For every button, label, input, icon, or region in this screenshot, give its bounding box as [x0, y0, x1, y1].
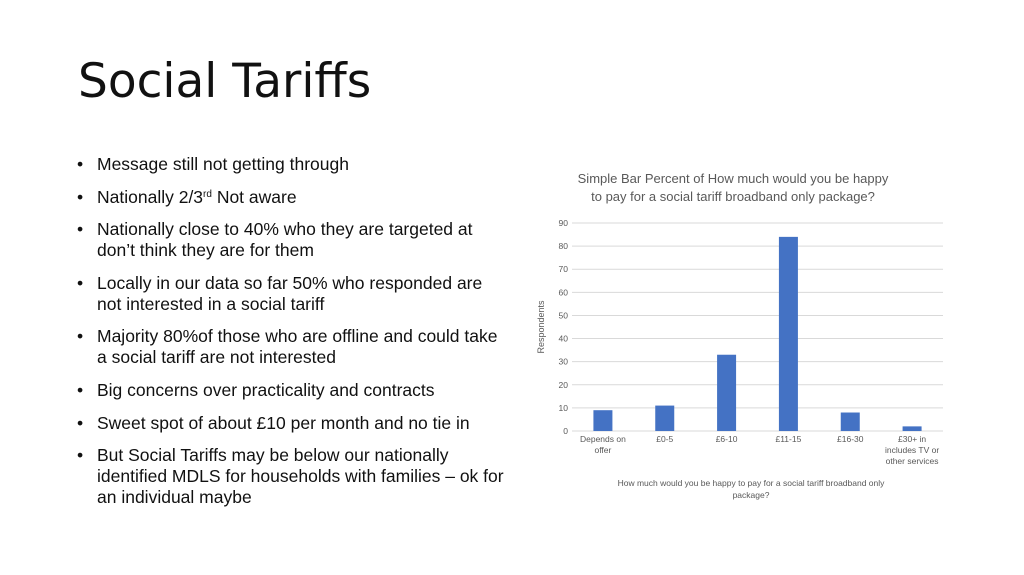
slide-title: Social Tariffs [78, 54, 372, 109]
y-tick-label: 90 [559, 218, 569, 228]
x-tick-label: Depends on [580, 434, 626, 444]
bullet-text-rest: Not aware [211, 186, 297, 207]
bullet-item: Sweet spot of about £10 per month and no… [76, 413, 506, 434]
superscript: rd [203, 188, 212, 200]
bar [902, 426, 922, 431]
bullet-item: But Social Tariffs may be below our nati… [76, 445, 506, 508]
bullet-text: Message still not getting through [97, 154, 349, 174]
x-tick-label: £16-30 [837, 434, 864, 444]
bullet-item: Majority 80%of those who are offline and… [76, 326, 506, 368]
bullet-text: Nationally close to 40% who they are tar… [97, 219, 473, 261]
bullet-text: Sweet spot of about £10 per month and no… [97, 412, 470, 433]
bar [655, 405, 675, 431]
bar [717, 354, 737, 431]
bullet-item: Nationally close to 40% who they are tar… [76, 219, 506, 261]
x-axis-label: How much would you be happy to pay for a… [618, 478, 886, 488]
y-tick-label: 80 [559, 241, 569, 251]
x-tick-label: £6-10 [716, 434, 738, 444]
y-tick-label: 30 [559, 357, 569, 367]
bullet-text: Nationally 2/3 [97, 186, 204, 207]
bullet-item: Locally in our data so far 50% who respo… [76, 273, 506, 315]
x-tick-label: £11-15 [775, 434, 801, 444]
bullet-text: Big concerns over practicality and contr… [97, 379, 435, 400]
bullet-item: Message still not getting through [76, 154, 506, 175]
y-tick-label: 40 [559, 334, 569, 344]
x-tick-label: includes TV or [885, 445, 939, 455]
bullet-text: Locally in our data so far 50% who respo… [97, 272, 483, 314]
chart-title: Simple Bar Percent of How much would you… [578, 171, 889, 186]
x-tick-label: offer [594, 445, 611, 455]
chart-title: to pay for a social tariff broadband onl… [591, 189, 875, 204]
bar [778, 236, 798, 431]
bar [593, 410, 613, 431]
x-axis-label: package? [733, 490, 770, 500]
x-tick-label: other services [886, 456, 939, 466]
bullet-item: Big concerns over practicality and contr… [76, 380, 506, 401]
bar [840, 412, 860, 431]
bullet-list: Message still not getting through Nation… [76, 154, 506, 520]
x-tick-label: £0-5 [656, 434, 673, 444]
bullet-item: Nationally 2/3rd Not aware [76, 187, 506, 208]
bullet-text: But Social Tariffs may be below our nati… [97, 445, 504, 508]
y-tick-label: 10 [559, 403, 569, 413]
y-tick-label: 20 [559, 380, 569, 390]
y-tick-label: 50 [559, 310, 569, 320]
y-tick-label: 70 [559, 264, 569, 274]
bullet-text: Majority 80%of those who are offline and… [97, 326, 498, 368]
x-tick-label: £30+ in [898, 434, 926, 444]
bar-chart: Simple Bar Percent of How much would you… [536, 171, 943, 500]
y-axis-label: Respondents [536, 300, 546, 354]
y-tick-label: 60 [559, 287, 569, 297]
y-tick-label: 0 [563, 426, 568, 436]
